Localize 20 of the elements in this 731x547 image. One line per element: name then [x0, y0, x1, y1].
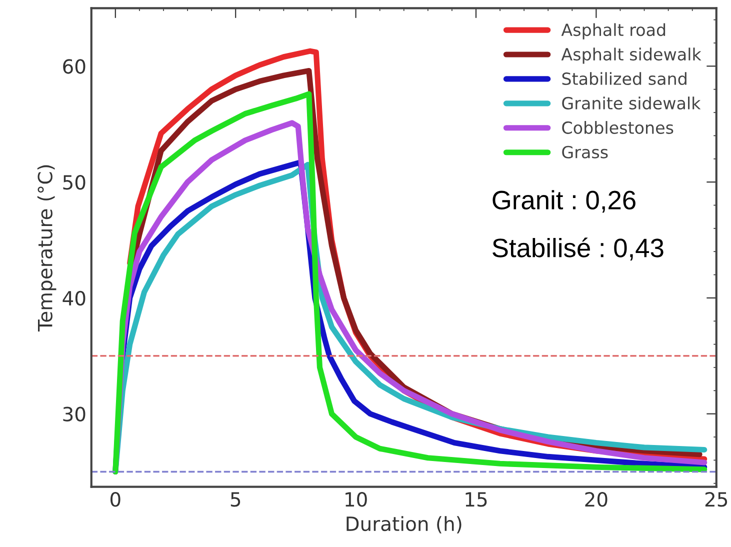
x-tick-label: 5 [230, 492, 240, 507]
x-tick-label: 25 [705, 492, 728, 507]
annotation: Granit : 0,26 [492, 190, 636, 213]
y-tick-label: 30 [63, 406, 86, 422]
y-tick-label: 60 [63, 59, 86, 74]
legend-label: Asphalt sidewalk [561, 48, 702, 64]
legend-label: Stabilized sand [562, 72, 686, 86]
y-tick-label: 50 [63, 174, 86, 190]
x-tick-label: 10 [346, 492, 367, 507]
x-axis-title: Duration (h) [346, 516, 462, 534]
x-tick-label: 20 [585, 492, 608, 507]
y-axis-title: Temperature (°C) [37, 165, 56, 332]
legend-label: Cobblestones [562, 121, 674, 134]
legend-label: Granite sidewalk [562, 96, 701, 110]
y-tick-label: 40 [62, 290, 86, 306]
legend-label: Asphalt road [561, 23, 666, 40]
annotation: Stabilisé : 0,43 [492, 238, 664, 260]
x-tick-label: 15 [466, 492, 487, 507]
x-tick-label: 0 [110, 492, 120, 507]
legend-label: Grass [562, 146, 608, 158]
